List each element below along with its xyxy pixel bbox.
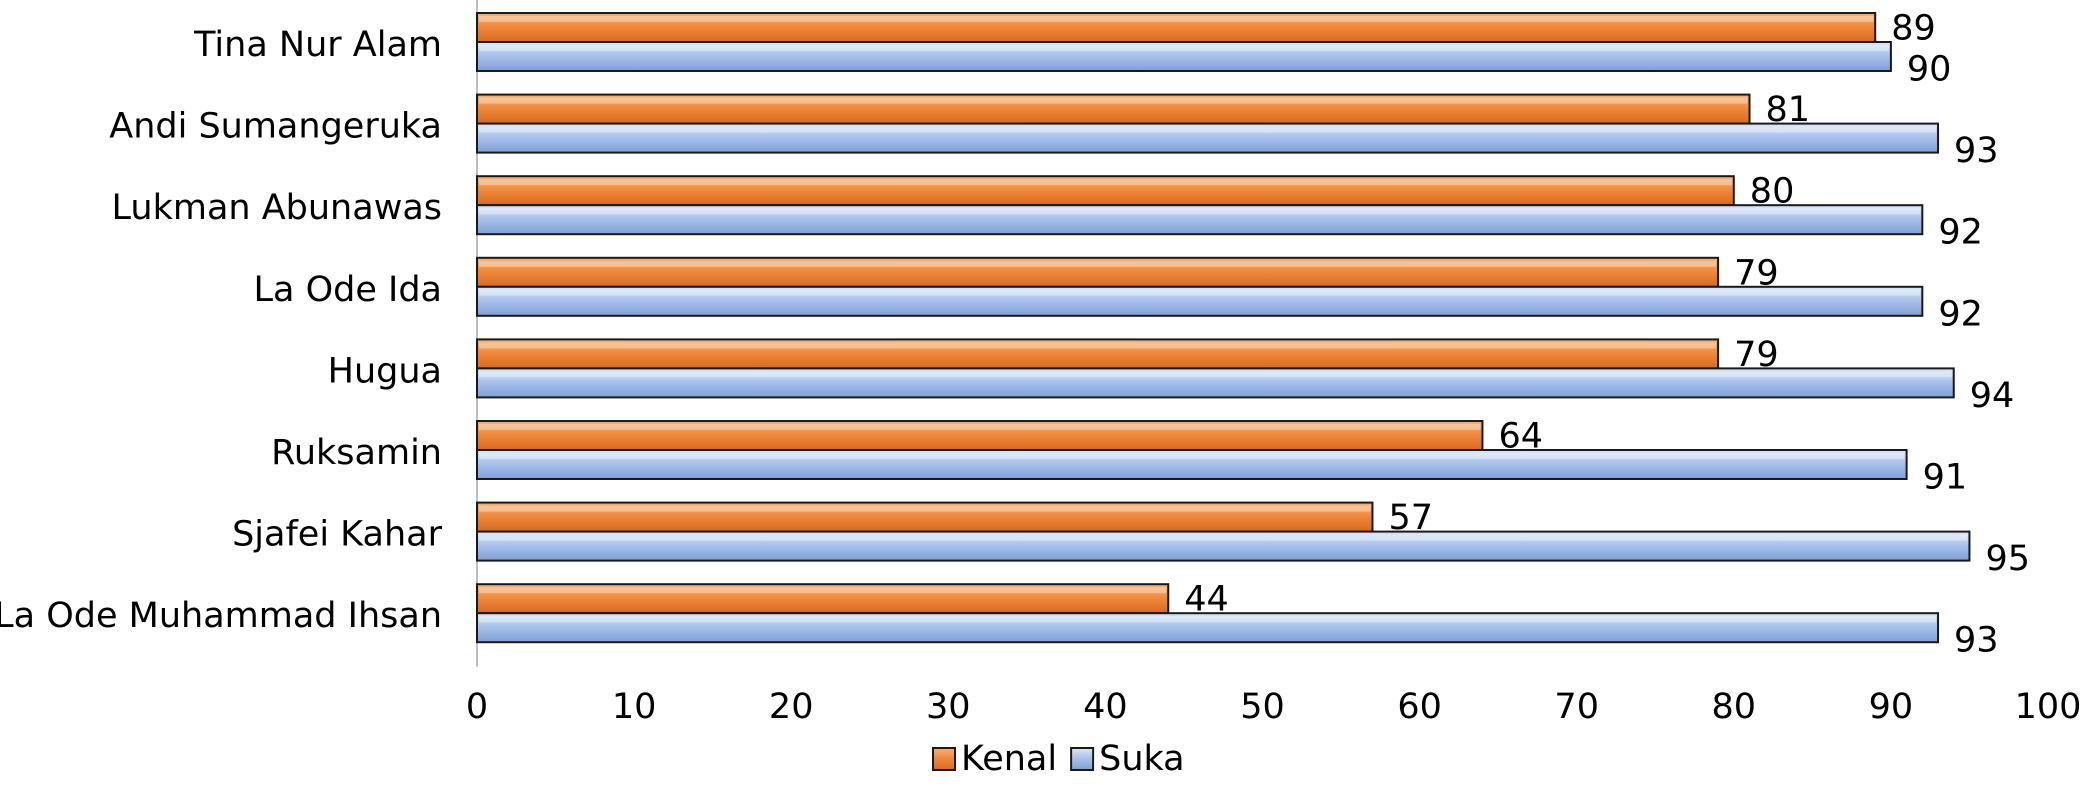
bar-highlight (479, 208, 1921, 215)
data-label-kenal: 79 (1734, 335, 1779, 375)
bar-highlight (479, 260, 1717, 267)
x-tick-label: 0 (466, 687, 488, 727)
data-label-suka: 93 (1954, 131, 1999, 171)
category-label: Tina Nur Alam (193, 25, 442, 65)
bar-suka (476, 449, 1908, 480)
x-tick-label: 70 (1554, 687, 1599, 727)
x-tick-label: 40 (1083, 687, 1128, 727)
legend: Kenal Suka (932, 739, 1185, 779)
bar-highlight (479, 587, 1167, 594)
data-label-suka: 91 (1923, 458, 1968, 498)
data-label-kenal: 81 (1766, 90, 1811, 130)
legend-label-suka: Suka (1099, 739, 1185, 779)
bar-highlight (479, 179, 1732, 186)
bar-highlight (479, 342, 1717, 349)
bar-highlight (479, 505, 1371, 512)
category-label: Sjafei Kahar (232, 515, 443, 555)
category-label: Andi Sumangeruka (109, 107, 442, 147)
category-label: La Ode Ida (254, 270, 442, 310)
bar-kenal (476, 12, 1877, 43)
bar-kenal (476, 338, 1720, 370)
data-label-suka: 95 (1985, 539, 2030, 579)
x-tick-label: 100 (2015, 687, 2082, 727)
bar-kenal (476, 175, 1735, 207)
category-label: Ruksamin (271, 433, 442, 473)
x-tick-label: 80 (1712, 687, 1757, 727)
bar-suka (476, 367, 1955, 399)
bar-suka (476, 530, 1971, 562)
bar-suka (476, 122, 1940, 154)
bar-highlight (479, 371, 1952, 378)
data-label-suka: 90 (1907, 50, 1952, 90)
data-label-suka: 94 (1970, 376, 2015, 416)
data-label-kenal: 80 (1750, 172, 1795, 212)
bar-suka (476, 612, 1940, 644)
axis-layer: 0 10 20 30 40 50 60 70 80 90 100 (466, 0, 2082, 727)
category-label: Lukman Abunawas (112, 188, 442, 228)
data-label-suka: 92 (1938, 213, 1983, 253)
bar-suka (476, 204, 1924, 236)
legend-swatch-suka (1070, 747, 1095, 771)
x-tick-label: 20 (769, 687, 814, 727)
x-tick-label: 90 (1869, 687, 1914, 727)
data-label-kenal: 79 (1734, 253, 1779, 293)
bar-kenal (476, 420, 1484, 451)
legend-swatch-kenal (932, 747, 956, 771)
bar-highlight (479, 289, 1921, 296)
bars-layer (476, 12, 1971, 644)
bar-highlight (479, 45, 1889, 51)
bar-highlight (479, 534, 1968, 541)
data-label-kenal: 89 (1891, 9, 1936, 49)
bar-suka (476, 41, 1892, 72)
x-tick-label: 30 (926, 687, 971, 727)
legend-label-kenal: Kenal (961, 739, 1057, 779)
bar-suka (476, 285, 1924, 317)
category-label: Hugua (328, 351, 442, 391)
bar-highlight (479, 97, 1748, 104)
x-tick-label: 10 (612, 687, 657, 727)
data-label-kenal: 64 (1498, 417, 1543, 457)
bar-kenal (476, 256, 1720, 288)
x-tick-label: 60 (1397, 687, 1442, 727)
category-label: La Ode Muhammad Ihsan (0, 596, 442, 636)
bar-highlight (479, 616, 1937, 623)
data-label-suka: 92 (1938, 294, 1983, 334)
data-label-kenal: 44 (1184, 580, 1229, 620)
bar-highlight (479, 126, 1937, 133)
bar-kenal (476, 93, 1751, 125)
bar-highlight (479, 424, 1481, 430)
data-label-kenal: 57 (1388, 498, 1433, 538)
bar-highlight (479, 16, 1874, 22)
data-label-suka: 93 (1954, 621, 1999, 661)
x-tick-label: 50 (1240, 687, 1285, 727)
bar-highlight (479, 453, 1905, 459)
